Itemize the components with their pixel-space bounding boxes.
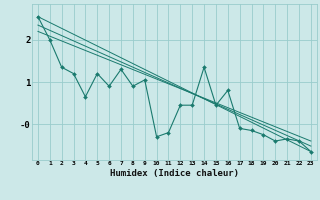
X-axis label: Humidex (Indice chaleur): Humidex (Indice chaleur): [110, 169, 239, 178]
